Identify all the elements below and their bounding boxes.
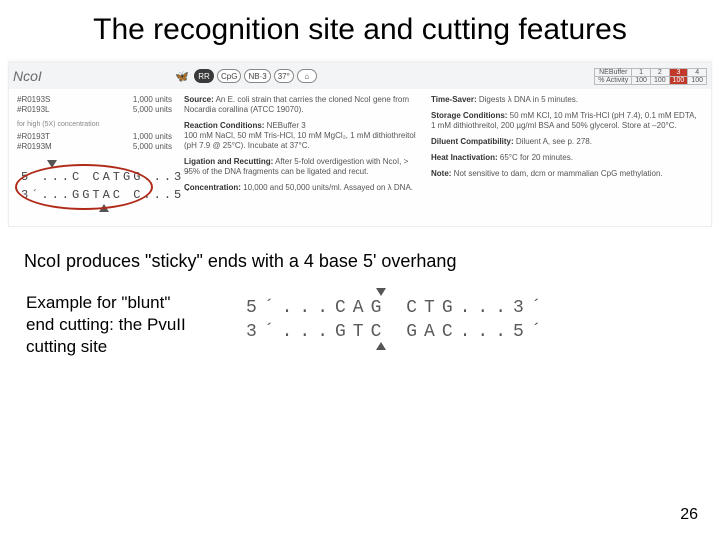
enzyme-name: NcoI — [13, 68, 173, 84]
catalog-num: #R0193S — [17, 95, 50, 105]
buf-col: 2 — [650, 68, 669, 76]
sticky-ends-caption: NcoI produces "sticky" ends with a 4 bas… — [24, 251, 720, 272]
concentration-para: Concentration: 10,000 and 50,000 units/m… — [184, 183, 419, 193]
catalog-units: 5,000 units — [133, 142, 172, 152]
catalog-row: #R0193M 5,000 units — [17, 142, 172, 152]
buffer-table: NEBuffer 1 2 3 4 % Activity 100 100 100 … — [594, 68, 707, 85]
details-column-2: Time-Saver: Digests λ DNA in 5 minutes. … — [431, 95, 703, 218]
buf-col: 4 — [688, 68, 707, 76]
highlight-oval — [15, 164, 153, 210]
temp-icon: 37° — [274, 69, 294, 83]
recognition-sequence: 5´...C CATGG...3´ 3´...GGTAC C...5´ — [17, 162, 157, 218]
catalog-num: #R0193T — [17, 132, 50, 142]
datasheet-header: NcoI 🦋 RR CpG NB·3 37° ⌂ NEBuffer 1 2 3 … — [9, 63, 711, 89]
blunt-example-label: Example for "blunt" end cutting: the Pvu… — [26, 292, 196, 358]
buf-val: 100 — [688, 76, 707, 84]
hi-conc-label: for high (5X) concentration — [17, 121, 172, 130]
catalog-row: #R0193S 1,000 units — [17, 95, 172, 105]
icon-row: 🦋 RR CpG NB·3 37° ⌂ — [173, 69, 317, 83]
catalog-row: #R0193L 5,000 units — [17, 105, 172, 115]
recombinant-icon: 🦋 — [173, 69, 191, 83]
sam-icon: ⌂ — [297, 69, 317, 83]
blunt-sequence: 5´...CAG CTG...3´ 3´...GTC GAC...5´ — [246, 292, 526, 352]
page-title: The recognition site and cutting feature… — [0, 0, 720, 48]
catalog-units: 5,000 units — [133, 105, 172, 115]
catalog-units: 1,000 units — [133, 132, 172, 142]
datasheet-panel: NcoI 🦋 RR CpG NB·3 37° ⌂ NEBuffer 1 2 3 … — [8, 62, 712, 227]
source-para: Source: An E. coli strain that carries t… — [184, 95, 419, 115]
catalog-units: 1,000 units — [133, 95, 172, 105]
blunt-bot: 3´...GTC GAC...5´ — [246, 322, 549, 342]
buf-val: 100 — [632, 76, 651, 84]
buf-val: 100 — [669, 76, 688, 84]
cut-arrow-top-icon — [376, 288, 386, 296]
timesaver-para: Time-Saver: Digests λ DNA in 5 minutes. — [431, 95, 703, 105]
buf-val: 100 — [650, 76, 669, 84]
diluent-para: Diluent Compatibility: Diluent A, see p.… — [431, 137, 703, 147]
buffer-label: NEBuffer — [595, 68, 632, 76]
cut-arrow-bot-icon — [376, 342, 386, 350]
activity-label: % Activity — [595, 76, 632, 84]
blunt-top: 5´...CAG CTG...3´ — [246, 298, 549, 318]
buf-col: 1 — [632, 68, 651, 76]
catalog-num: #R0193M — [17, 142, 52, 152]
rr-icon: RR — [194, 69, 214, 83]
buffer-icon: NB·3 — [244, 69, 270, 83]
buffer-activity: NEBuffer 1 2 3 4 % Activity 100 100 100 … — [594, 68, 707, 85]
catalog-num: #R0193L — [17, 105, 49, 115]
details-column-1: Source: An E. coli strain that carries t… — [184, 95, 419, 218]
catalog-column: #R0193S 1,000 units #R0193L 5,000 units … — [17, 95, 172, 218]
note-para: Note: Not sensitive to dam, dcm or mamma… — [431, 169, 703, 179]
buf-col: 3 — [669, 68, 688, 76]
storage-para: Storage Conditions: 50 mM KCl, 10 mM Tri… — [431, 111, 703, 131]
reaction-para: Reaction Conditions: NEBuffer 3100 mM Na… — [184, 121, 419, 151]
ligation-para: Ligation and Recutting: After 5-fold ove… — [184, 157, 419, 177]
datasheet-body: #R0193S 1,000 units #R0193L 5,000 units … — [9, 89, 711, 226]
cpg-icon: CpG — [217, 69, 241, 83]
blunt-example-row: Example for "blunt" end cutting: the Pvu… — [0, 292, 720, 358]
page-number: 26 — [680, 506, 698, 524]
heat-para: Heat Inactivation: 65°C for 20 minutes. — [431, 153, 703, 163]
catalog-row: #R0193T 1,000 units — [17, 132, 172, 142]
